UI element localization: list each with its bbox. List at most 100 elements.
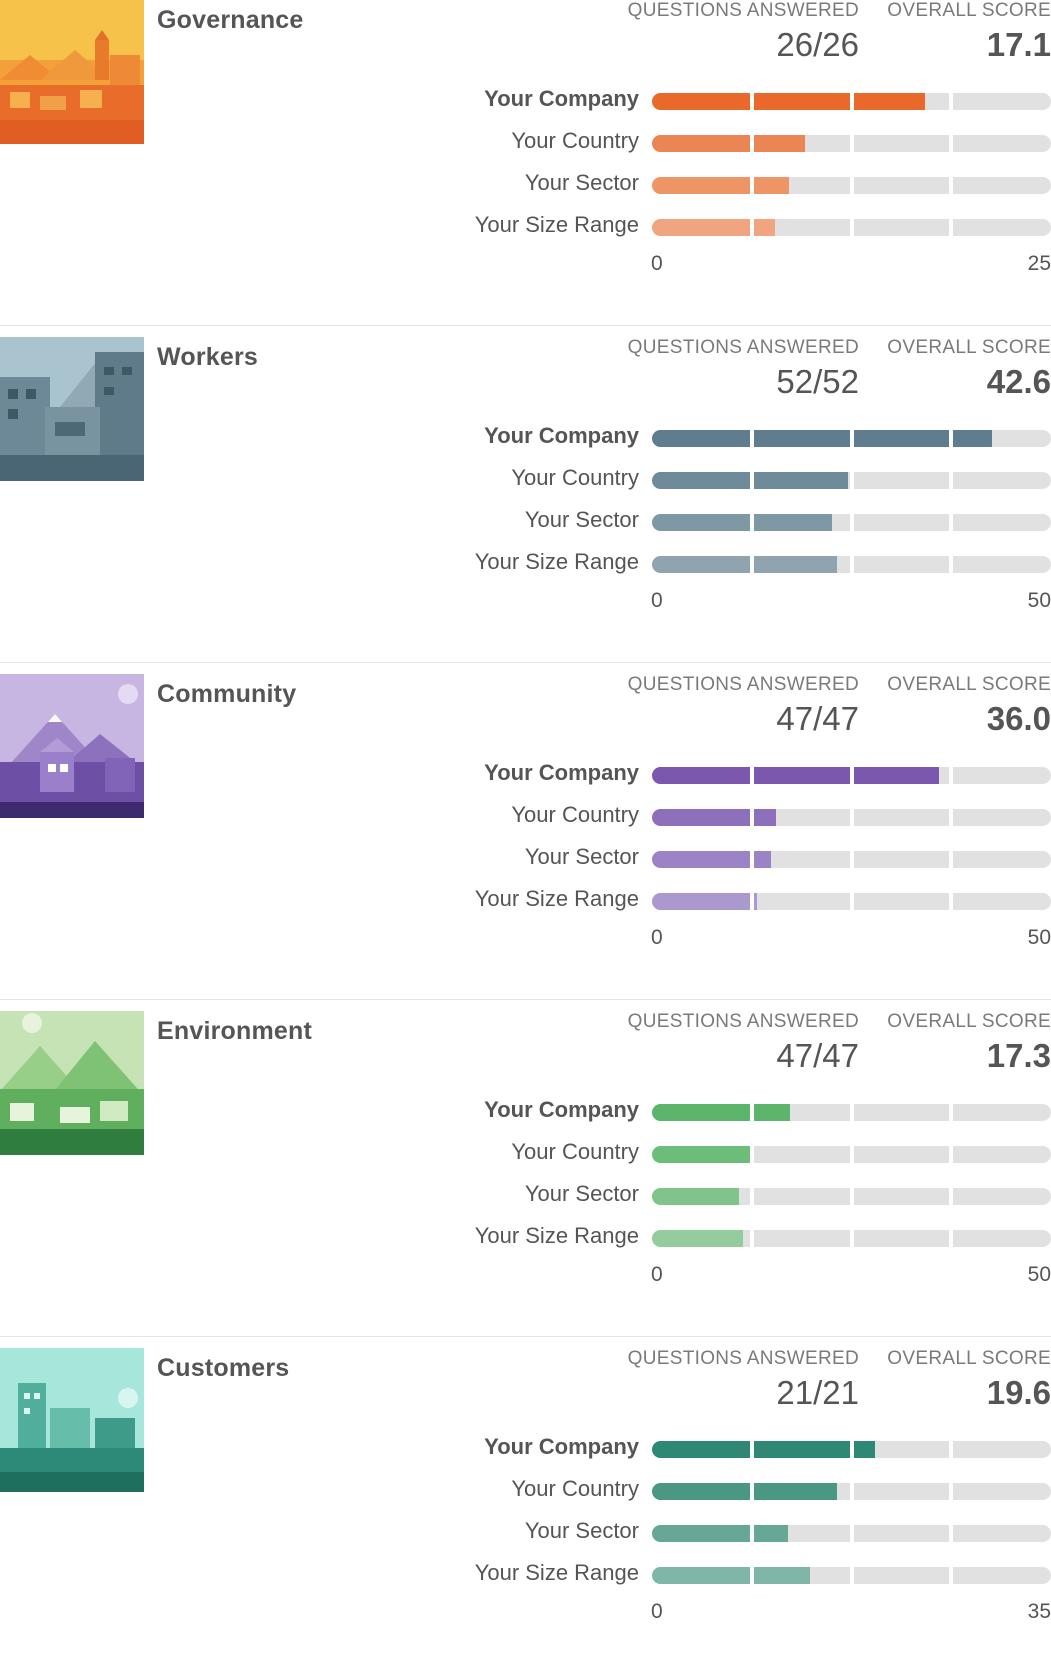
bar-separator <box>949 1567 954 1584</box>
bar-separator <box>949 1230 954 1247</box>
bar-fill <box>652 1188 739 1205</box>
bar-fill <box>652 430 992 447</box>
bar-separator <box>749 1483 754 1500</box>
bar-label: Your Size Range <box>474 549 639 574</box>
bar-label: Your Country <box>511 1139 639 1164</box>
overall-score-label: OVERALL SCORE <box>887 337 1051 358</box>
bar-separator <box>949 430 954 447</box>
bar-label: Your Country <box>511 128 639 153</box>
bar-track <box>652 851 1051 868</box>
bar-fill <box>652 851 771 868</box>
axis-max-label: 50 <box>1027 589 1051 612</box>
section-environment: Environment QUESTIONS ANSWERED 47/47 OVE… <box>0 1011 1051 1337</box>
bar-track <box>652 1104 1051 1121</box>
bar-separator <box>849 1104 854 1121</box>
section-title: Environment <box>157 1017 312 1045</box>
questions-answered-label: QUESTIONS ANSWERED <box>627 337 859 358</box>
bar-separator <box>749 219 754 236</box>
bar-track <box>652 1567 1051 1584</box>
bar-label: Your Company <box>484 423 639 448</box>
bar-label: Your Country <box>511 802 639 827</box>
bar-fill <box>652 514 833 531</box>
bar-track <box>652 767 1051 784</box>
bar-label: Your Company <box>484 1097 639 1122</box>
bar-track <box>652 93 1051 110</box>
bar-separator <box>749 430 754 447</box>
bar-track <box>652 1146 1051 1163</box>
questions-answered-label: QUESTIONS ANSWERED <box>627 0 859 21</box>
bar-separator <box>949 93 954 110</box>
bar-track <box>652 1188 1051 1205</box>
bar-separator <box>949 219 954 236</box>
bar-separator <box>749 177 754 194</box>
section-divider <box>0 999 1051 1000</box>
bar-separator <box>749 1525 754 1542</box>
axis-max-label: 25 <box>1027 252 1051 275</box>
bar-fill <box>652 556 838 573</box>
overall-score-value: 17.1 <box>986 26 1051 63</box>
section-title: Community <box>157 680 297 708</box>
bar-separator <box>849 893 854 910</box>
bar-separator <box>949 1188 954 1205</box>
bar-separator <box>849 1146 854 1163</box>
overall-score-value: 36.0 <box>986 700 1051 737</box>
questions-answered-value: 52/52 <box>776 363 859 400</box>
axis-min-label: 0 <box>651 1600 663 1623</box>
bar-track <box>652 430 1051 447</box>
bar-fill <box>652 1525 788 1542</box>
bar-label: Your Size Range <box>474 886 639 911</box>
overall-score-value: 42.6 <box>986 363 1051 400</box>
bar-separator <box>749 1146 754 1163</box>
section-community: Community QUESTIONS ANSWERED 47/47 OVERA… <box>0 674 1051 1000</box>
bar-label: Your Sector <box>524 170 639 195</box>
bar-label: Your Sector <box>524 1181 639 1206</box>
bar-separator <box>949 1441 954 1458</box>
bar-label: Your Sector <box>524 1518 639 1543</box>
bar-track <box>652 177 1051 194</box>
bar-track <box>652 135 1051 152</box>
community-illustration <box>0 674 144 818</box>
bar-separator <box>749 1441 754 1458</box>
bar-label: Your Company <box>484 86 639 111</box>
bar-separator <box>949 1483 954 1500</box>
bar-label: Your Country <box>511 465 639 490</box>
bar-track <box>652 1525 1051 1542</box>
bar-separator <box>749 1188 754 1205</box>
questions-answered-label: QUESTIONS ANSWERED <box>627 1348 859 1369</box>
bar-separator <box>849 177 854 194</box>
bar-separator <box>949 809 954 826</box>
bar-separator <box>849 1483 854 1500</box>
bar-fill <box>652 93 925 110</box>
questions-answered-value: 47/47 <box>776 1037 859 1074</box>
bar-track <box>652 514 1051 531</box>
bar-fill <box>652 1567 811 1584</box>
bar-separator <box>949 472 954 489</box>
bar-fill <box>652 135 806 152</box>
overall-score-label: OVERALL SCORE <box>887 1348 1051 1369</box>
bar-separator <box>949 851 954 868</box>
questions-answered-value: 47/47 <box>776 700 859 737</box>
questions-answered-value: 21/21 <box>776 1374 859 1411</box>
bar-separator <box>849 472 854 489</box>
axis-max-label: 35 <box>1027 1600 1051 1623</box>
bar-track <box>652 1230 1051 1247</box>
section-customers: Customers QUESTIONS ANSWERED 21/21 OVERA… <box>0 1348 1051 1674</box>
axis-max-label: 50 <box>1027 1263 1051 1286</box>
bar-fill <box>652 1441 876 1458</box>
bar-separator <box>849 135 854 152</box>
bar-separator <box>749 767 754 784</box>
bar-separator <box>749 556 754 573</box>
bar-fill <box>652 219 775 236</box>
bar-separator <box>849 430 854 447</box>
bar-separator <box>749 93 754 110</box>
bar-separator <box>849 1525 854 1542</box>
bar-label: Your Sector <box>524 844 639 869</box>
questions-answered-label: QUESTIONS ANSWERED <box>627 1011 859 1032</box>
axis-min-label: 0 <box>651 252 663 275</box>
section-title: Workers <box>157 343 258 371</box>
section-divider <box>0 662 1051 663</box>
bar-separator <box>949 1525 954 1542</box>
questions-answered-label: QUESTIONS ANSWERED <box>627 674 859 695</box>
overall-score-label: OVERALL SCORE <box>887 0 1051 21</box>
section-governance: Governance QUESTIONS ANSWERED 26/26 OVER… <box>0 0 1051 326</box>
